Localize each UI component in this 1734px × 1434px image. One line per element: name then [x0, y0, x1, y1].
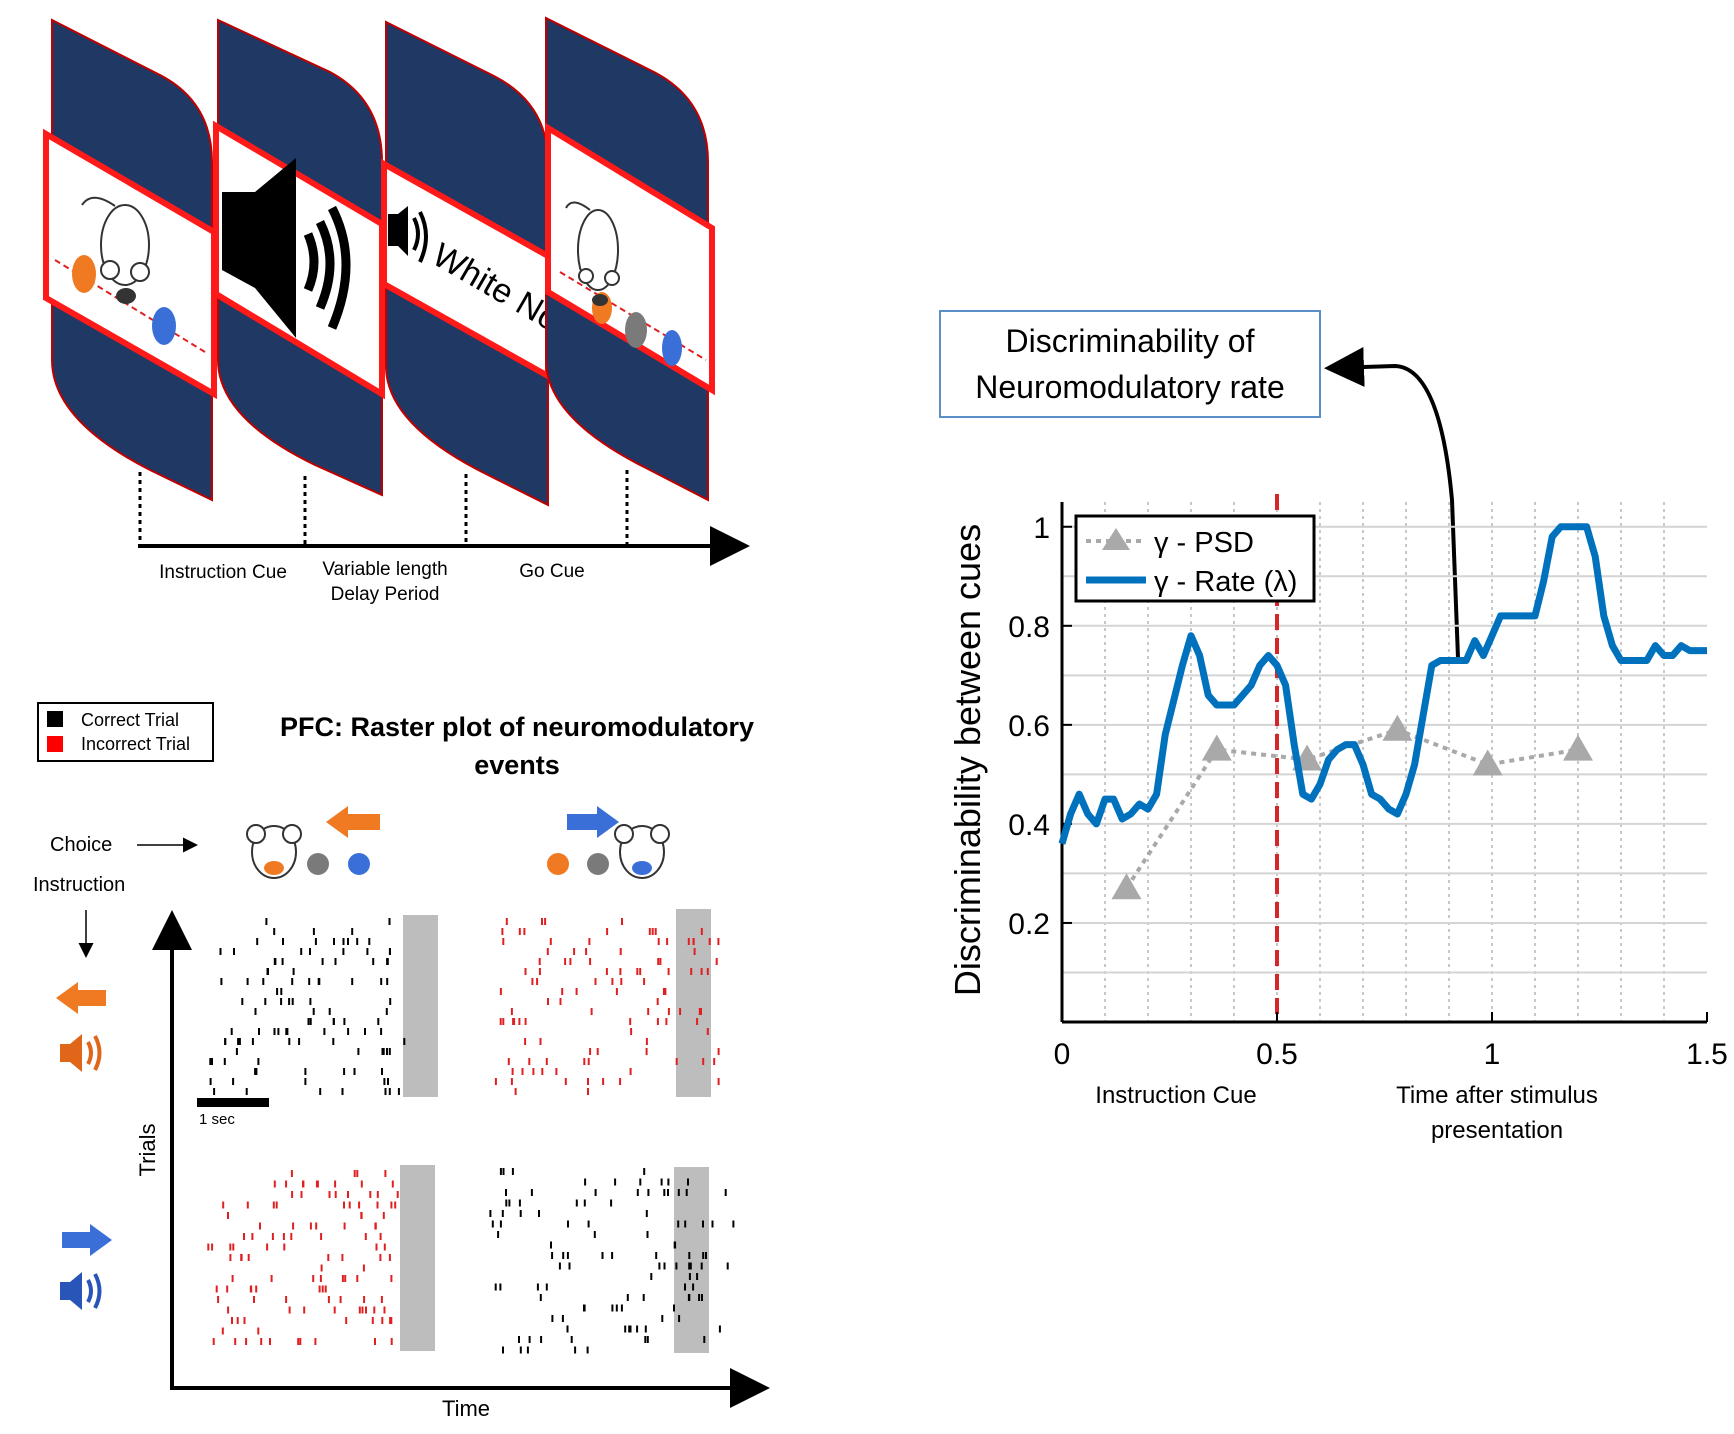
blue-port-icon — [152, 307, 176, 345]
task-panel-instruction-cue — [43, 18, 217, 502]
raster-y-axis-label: Trials — [135, 1124, 160, 1177]
task-panel-delay-sound — [213, 18, 385, 497]
psd-point — [1111, 873, 1142, 900]
legend-label-correct: Correct Trial — [81, 710, 179, 730]
raster-x-axis-label: Time — [442, 1396, 490, 1421]
y-tick-label: 1 — [1033, 512, 1050, 545]
chart-legend: γ - PSD γ - Rate (λ) — [1074, 514, 1316, 603]
right-arrow-icon — [567, 806, 619, 838]
callout-line2: Neuromodulatory rate — [975, 369, 1284, 405]
legend-rate-label: γ - Rate (λ) — [1154, 566, 1297, 598]
callout-line1: Discriminability of — [1006, 323, 1255, 359]
callout-arrow — [1324, 346, 1460, 659]
raster-spike-ticks — [207, 918, 735, 1354]
x-tick-label: 1.5 — [1686, 1038, 1728, 1071]
series-psd-line — [1124, 727, 1579, 890]
chart-y-axis-label: Discriminability between cues — [947, 524, 988, 996]
instruction-left-arrow-icon — [56, 982, 106, 1014]
raster-panel: Correct Trial Incorrect Trial PFC: Raste… — [33, 702, 770, 1421]
blue-port-icon — [348, 853, 370, 875]
orange-port-icon — [547, 853, 569, 875]
raster-title-line2: events — [474, 750, 560, 780]
x-tick-label: 0.5 — [1256, 1038, 1298, 1071]
instruction-orange-speaker-icon — [60, 1034, 102, 1072]
choice-right-icon — [547, 806, 670, 879]
y-tick-label: 0.6 — [1008, 710, 1050, 743]
mouse-icon — [565, 201, 620, 306]
choice-left-icon — [246, 806, 380, 879]
choice-label: Choice — [50, 834, 112, 856]
legend-psd-label: γ - PSD — [1154, 527, 1254, 559]
callout-box — [939, 310, 1321, 418]
instruction-blue-speaker-icon — [60, 1272, 102, 1310]
phase-label-delay-period: Delay Period — [331, 584, 440, 605]
task-panel-go-cue — [545, 16, 715, 502]
phase-label-go-cue: Go Cue — [519, 561, 584, 582]
raster-title-line1: PFC: Raster plot of neuromodulatory — [280, 712, 754, 742]
legend-label-incorrect: Incorrect Trial — [81, 734, 190, 754]
legend-psd-marker — [1102, 528, 1130, 550]
raster-go-band — [400, 1165, 435, 1351]
orange-port-icon — [72, 255, 96, 293]
chart-below-label-presentation: presentation — [1431, 1117, 1563, 1144]
small-speaker-icon — [388, 206, 428, 263]
series-rate-line — [1058, 523, 1707, 845]
legend-swatch-correct — [47, 711, 63, 727]
gray-port-icon — [307, 853, 329, 875]
blue-port-icon — [662, 330, 682, 366]
scale-bar — [197, 1098, 269, 1107]
chart-below-label-time-after: Time after stimulus — [1396, 1082, 1598, 1109]
speaker-icon — [222, 158, 351, 338]
chart-below-label-instruction-cue: Instruction Cue — [1095, 1082, 1256, 1109]
gray-port-icon — [625, 312, 647, 348]
psd-point — [1382, 714, 1413, 741]
instruction-label: Instruction — [33, 874, 125, 896]
scale-bar-label: 1 sec — [199, 1111, 235, 1128]
gray-port-icon — [587, 853, 609, 875]
psd-point — [1201, 734, 1232, 761]
task-diagram: White Noise Instruction Cue Variable le — [43, 16, 750, 605]
psd-point — [1563, 734, 1593, 761]
psd-point — [1472, 749, 1503, 776]
left-arrow-icon — [326, 806, 380, 838]
phase-label-instruction-cue: Instruction Cue — [159, 562, 287, 583]
x-tick-label: 0 — [1054, 1038, 1071, 1071]
raster-go-band — [403, 915, 438, 1097]
phase-label-variable-length: Variable length — [322, 559, 447, 580]
y-tick-label: 0.4 — [1008, 809, 1050, 842]
raster-legend: Correct Trial Incorrect Trial — [37, 702, 214, 762]
callout: Discriminability of Neuromodulatory rate — [939, 310, 1460, 659]
discriminability-chart: 0.2 0.4 0.6 0.8 1 0 0.5 1 1.5 Discriminability b… — [947, 494, 1728, 1144]
y-tick-label: 0.2 — [1008, 908, 1050, 941]
x-tick-label: 1 — [1484, 1038, 1501, 1071]
y-tick-label: 0.8 — [1008, 611, 1050, 644]
mouse-icon — [81, 196, 150, 304]
legend-swatch-incorrect — [47, 736, 63, 752]
instruction-right-arrow-icon — [62, 1224, 112, 1256]
raster-go-band — [676, 909, 711, 1097]
